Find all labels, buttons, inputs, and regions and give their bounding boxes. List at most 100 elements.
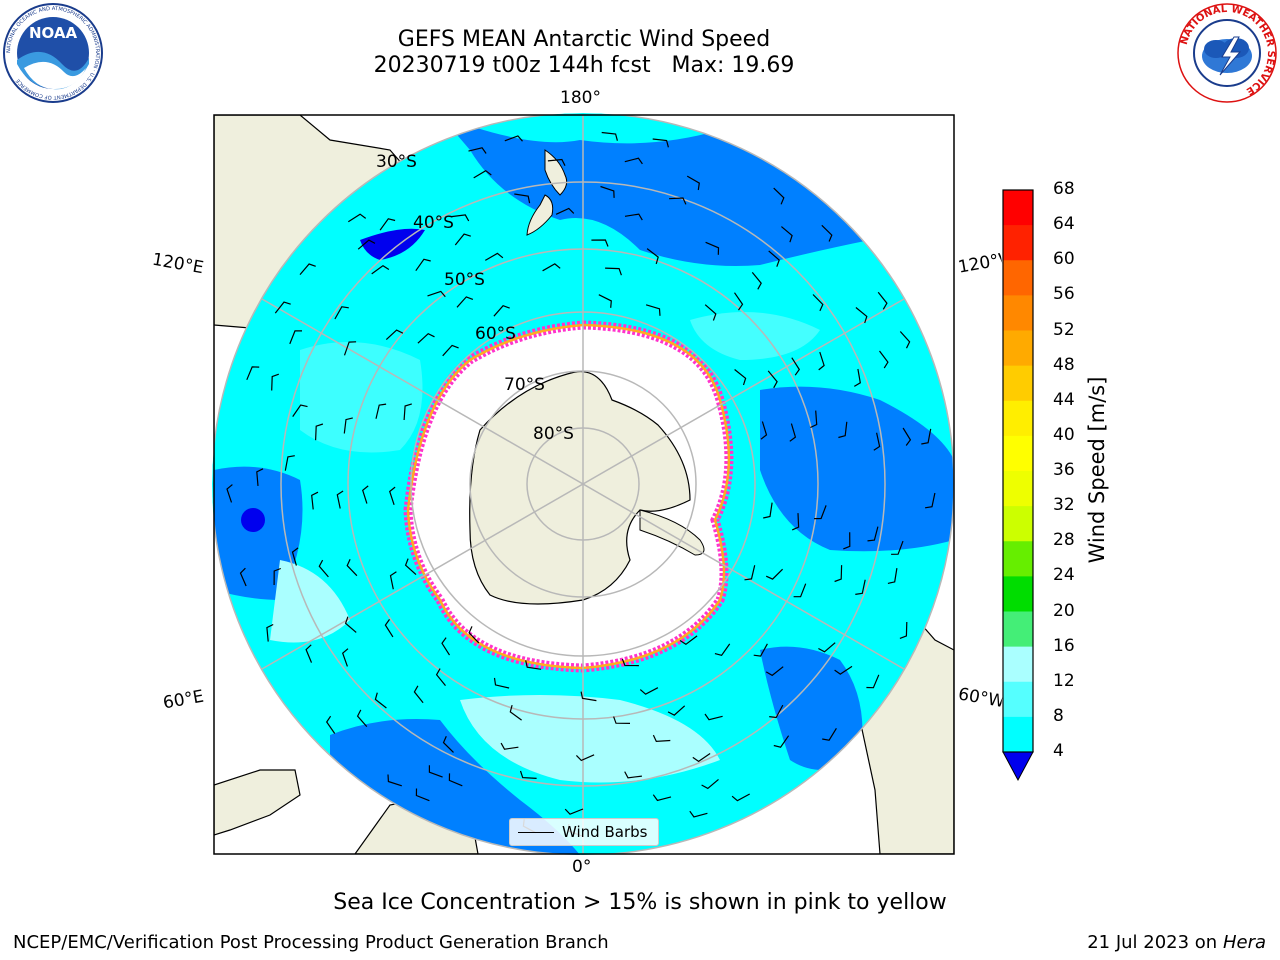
wind-barb (374, 692, 387, 709)
wind-barb (417, 332, 435, 344)
wind-barb (448, 773, 463, 787)
wind-barb (652, 138, 669, 148)
wind-barb (542, 263, 561, 272)
wind-barbs (226, 131, 936, 837)
noaa-logo: NOAA NATIONAL OCEANIC AND ATMOSPHERIC AD… (3, 3, 103, 103)
wind-barb (701, 778, 719, 790)
wind-barb (879, 350, 889, 369)
plot-subtitle: 20230719 t00z 144h fcst Max: 19.69 (373, 53, 795, 78)
colorbar-tick-label: 44 (1053, 389, 1075, 410)
wind-barb (791, 513, 800, 531)
wind-barb (266, 623, 274, 642)
wind-barb (624, 771, 642, 779)
wind-barb (291, 547, 299, 566)
wind-barb (621, 658, 639, 667)
lon-label-180: 180° (560, 88, 601, 108)
wind-barb (873, 432, 881, 451)
wind-barb (299, 263, 316, 275)
colorbar-tick-label: 28 (1053, 530, 1075, 551)
wind-barb (645, 304, 661, 316)
plot-title: GEFS MEAN Antarctic Wind Speed (397, 27, 771, 52)
colorbar-tick-label: 16 (1053, 635, 1075, 656)
wind-barb (877, 291, 888, 310)
wind-barb (284, 455, 295, 471)
wind-barb (525, 660, 542, 670)
wind-barb (341, 648, 349, 667)
lon-label-0: 0° (572, 857, 592, 877)
wind-barb (456, 296, 474, 308)
colorbar-segment (1003, 295, 1033, 331)
colorbar-outline (1002, 189, 1034, 753)
wind-barb (336, 490, 344, 509)
wind-barb (428, 765, 443, 778)
wind-barb (514, 193, 531, 204)
colorbar-segment (1003, 611, 1033, 648)
date-text: 21 Jul 2023 on (1087, 932, 1223, 953)
legend-label: Wind Barbs (562, 823, 648, 841)
wind-barb (246, 366, 260, 381)
wind-barb (822, 727, 837, 741)
wind-barb (704, 713, 723, 721)
wind-barb (866, 674, 880, 689)
wind-barb (387, 774, 402, 787)
wind-barb (692, 753, 711, 763)
colorbar-segment (1003, 190, 1033, 226)
colorbar-title: Wind Speed [m/s] (1085, 376, 1109, 564)
wind-barb (473, 169, 492, 179)
colorbar-segment (1003, 225, 1033, 261)
wind-barb (891, 540, 904, 555)
lat-label-60s: 60°S (475, 324, 516, 344)
wind-barb (731, 793, 750, 802)
colorbar-segment (1003, 576, 1033, 612)
colorbar-segment (1003, 435, 1033, 472)
wind-barb (843, 532, 851, 550)
wind-barb (705, 241, 720, 255)
wind-barb (855, 307, 868, 324)
wind-barb (781, 226, 793, 243)
wind-barb (751, 272, 762, 290)
wind-barb-legend-line (518, 832, 554, 833)
wind-barb (769, 704, 784, 719)
wind-barb (346, 558, 358, 577)
wind-barb (669, 197, 687, 205)
wind-barb (793, 583, 807, 598)
wind-barb (273, 567, 282, 586)
wind-barb (343, 341, 357, 356)
colorbar-segments (1003, 190, 1033, 753)
colorbar-segment (1003, 330, 1033, 367)
wind-barb (624, 213, 643, 221)
wind-barb (652, 794, 672, 802)
wind-barb (838, 421, 848, 439)
wind-barb (925, 492, 936, 509)
wind-barb (274, 301, 291, 314)
colorbar-tick-label: 68 (1053, 179, 1075, 199)
wind-barb (812, 294, 824, 312)
wind-barb (855, 579, 866, 595)
colorbar-segment (1003, 716, 1033, 753)
colorbar-tick-label: 40 (1053, 424, 1075, 445)
wind-barb (362, 485, 369, 504)
wind-barb (887, 568, 898, 584)
wind-barb (442, 344, 459, 357)
wind-barb (239, 567, 247, 587)
wind-barb (509, 704, 522, 721)
wind-barb (385, 329, 404, 341)
map-legend: Wind Barbs (509, 818, 659, 846)
wind-barb (704, 304, 717, 321)
colorbar-tick-label: 64 (1053, 214, 1075, 235)
credit-line: NCEP/EMC/Verification Post Processing Pr… (13, 932, 609, 953)
wind-barb (765, 568, 784, 580)
colorbar-tick-label: 52 (1053, 319, 1075, 340)
wind-barb (810, 410, 818, 429)
wind-barb (763, 502, 773, 519)
wind-barb (271, 373, 279, 391)
lat-label-50s: 50°S (444, 270, 485, 290)
wind-barb (767, 370, 778, 389)
colorbar-segment (1003, 471, 1033, 507)
colorbar-tick-label: 24 (1053, 565, 1075, 586)
wind-barb (468, 626, 480, 644)
colorbar-segment (1003, 681, 1033, 718)
host-name: Hera (1222, 932, 1266, 953)
colorbar-segment (1003, 260, 1033, 296)
map-frame (213, 114, 955, 855)
